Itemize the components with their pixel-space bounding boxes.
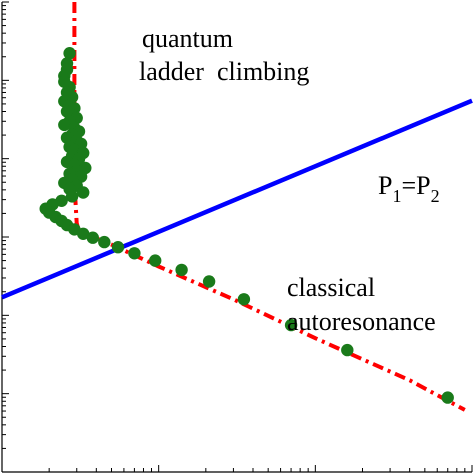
data-point (149, 254, 162, 267)
annotation-autoresonance: autoresonance (287, 307, 436, 336)
boundary-p1-main: P (378, 171, 392, 200)
data-point (63, 47, 76, 60)
data-point (284, 318, 298, 332)
data-point (441, 391, 454, 404)
boundary-line (1, 98, 473, 300)
data-point (111, 241, 125, 254)
data-point (128, 247, 141, 260)
data-point (77, 186, 90, 199)
data-point (341, 343, 354, 357)
data-point (202, 275, 216, 288)
data-point (237, 293, 251, 306)
data-point (65, 190, 79, 203)
annotation-boundary: P1=P2 (378, 171, 440, 206)
data-point (175, 263, 188, 277)
data-point (60, 131, 74, 144)
data-point (98, 235, 111, 249)
boundary-p1-sub: 1 (392, 186, 401, 206)
data-point (77, 227, 90, 240)
annotation-ladder-climbing: ladder climbing (139, 57, 309, 86)
annotation-classical: classical (287, 273, 375, 302)
boundary-p2-sub: 2 (431, 186, 440, 206)
annotation-quantum: quantum (142, 24, 233, 53)
data-point (86, 231, 100, 244)
boundary-equals-p: =P (401, 171, 430, 200)
data-point (58, 118, 71, 132)
plot-area (1, 2, 473, 412)
